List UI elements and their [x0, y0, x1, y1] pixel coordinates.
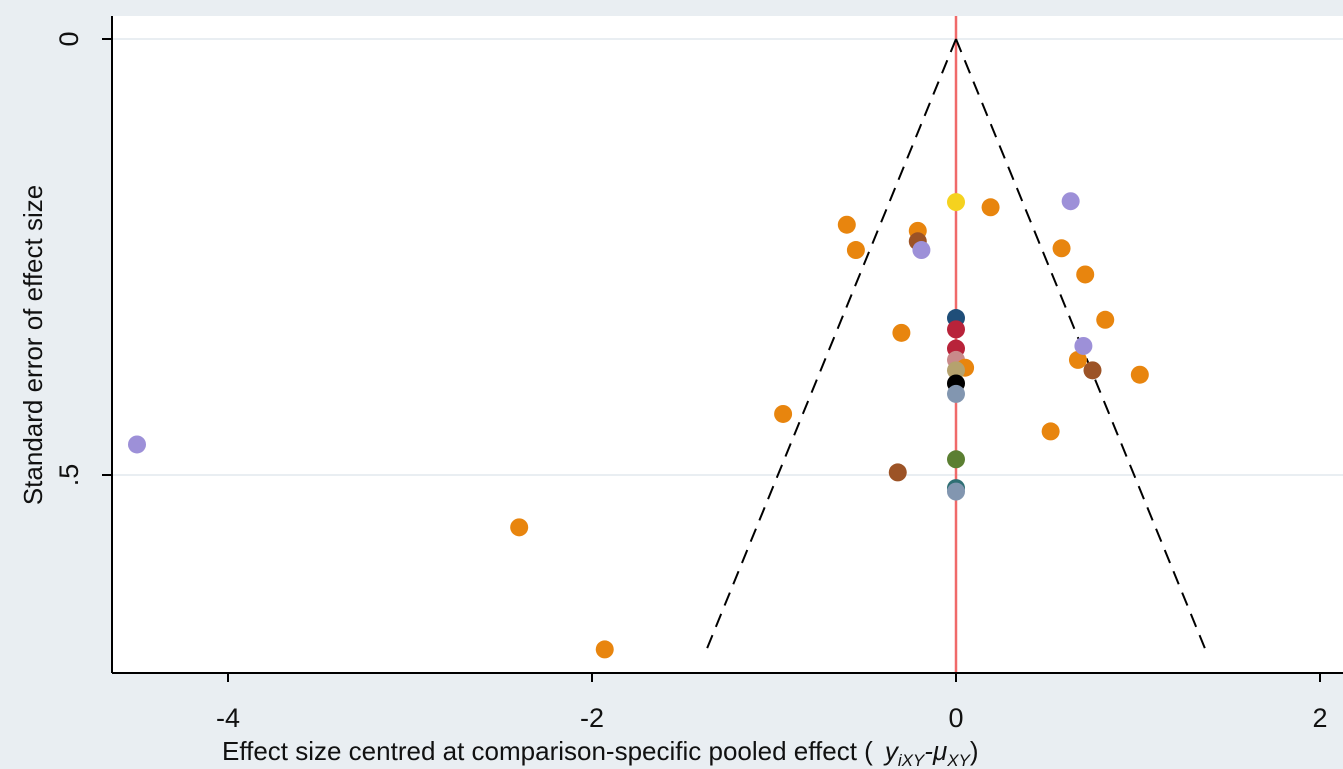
data-point-12: [947, 320, 965, 339]
data-point-23: [981, 198, 1000, 217]
data-point-1: [510, 518, 529, 537]
data-point-16: [947, 361, 965, 380]
data-points: [128, 192, 1149, 659]
data-point-4: [837, 215, 856, 234]
data-point-7: [888, 463, 907, 482]
data-point-24: [1041, 422, 1060, 441]
data-point-32: [1130, 365, 1149, 384]
data-point-6: [892, 323, 911, 342]
x-tick-label-3: 2: [1312, 703, 1327, 733]
x-tick-label-2: 0: [948, 703, 963, 733]
data-point-0: [128, 435, 146, 454]
funnel-line-left: [705, 38, 957, 650]
plot-area: [112, 16, 1343, 673]
y-tick-label-1: .5: [54, 464, 84, 487]
data-point-5: [846, 241, 865, 260]
data-point-19: [947, 450, 965, 469]
x-axis-ticks: -4 -2 0 2: [216, 673, 1328, 733]
y-axis-ticks: 0.5: [54, 31, 112, 486]
data-point-30: [1083, 361, 1102, 380]
y-axis-label: Standard error of effect size: [18, 185, 48, 505]
data-point-27: [1068, 350, 1087, 369]
data-point-2: [595, 640, 614, 659]
data-point-22: [947, 193, 965, 212]
data-point-31: [1096, 310, 1115, 329]
data-point-26: [1061, 192, 1080, 211]
data-point-28: [1074, 336, 1093, 355]
y-tick-label-0: 0: [54, 31, 84, 46]
x-axis-label: Effect size centred at comparison-specif…: [222, 736, 979, 769]
data-point-18: [947, 384, 965, 403]
axes: [111, 16, 1343, 674]
data-point-25: [1052, 239, 1071, 258]
x-tick-label-1: -2: [580, 703, 604, 733]
data-point-29: [1076, 265, 1095, 284]
data-point-10: [912, 241, 931, 260]
data-point-3: [774, 404, 793, 423]
gridlines: [112, 38, 1343, 476]
data-point-21: [947, 482, 965, 501]
x-tick-label-0: -4: [216, 703, 240, 733]
